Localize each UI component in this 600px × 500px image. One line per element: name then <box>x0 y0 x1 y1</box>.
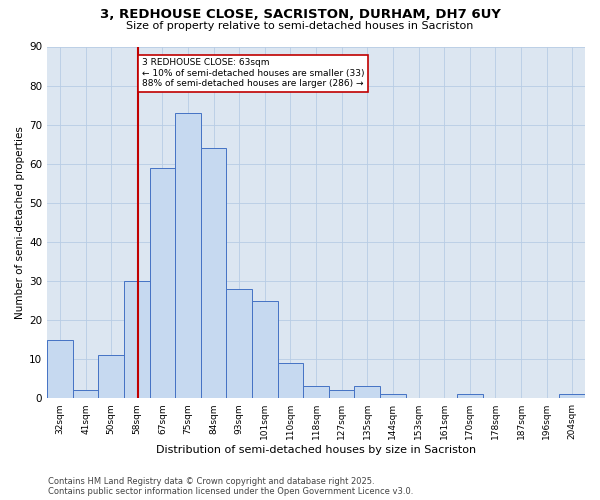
X-axis label: Distribution of semi-detached houses by size in Sacriston: Distribution of semi-detached houses by … <box>156 445 476 455</box>
Bar <box>226 289 252 398</box>
Bar <box>47 340 73 398</box>
Bar <box>355 386 380 398</box>
Bar <box>98 355 124 398</box>
Bar <box>124 281 149 398</box>
Bar <box>175 113 201 398</box>
Text: Size of property relative to semi-detached houses in Sacriston: Size of property relative to semi-detach… <box>127 21 473 31</box>
Text: Contains HM Land Registry data © Crown copyright and database right 2025.
Contai: Contains HM Land Registry data © Crown c… <box>48 476 413 496</box>
Y-axis label: Number of semi-detached properties: Number of semi-detached properties <box>15 126 25 319</box>
Bar <box>201 148 226 398</box>
Bar <box>329 390 355 398</box>
Bar <box>559 394 585 398</box>
Bar <box>252 300 278 398</box>
Bar <box>303 386 329 398</box>
Bar <box>380 394 406 398</box>
Bar <box>73 390 98 398</box>
Text: 3, REDHOUSE CLOSE, SACRISTON, DURHAM, DH7 6UY: 3, REDHOUSE CLOSE, SACRISTON, DURHAM, DH… <box>100 8 500 20</box>
Text: 3 REDHOUSE CLOSE: 63sqm
← 10% of semi-detached houses are smaller (33)
88% of se: 3 REDHOUSE CLOSE: 63sqm ← 10% of semi-de… <box>142 58 365 88</box>
Bar <box>149 168 175 398</box>
Bar <box>278 363 303 398</box>
Bar <box>457 394 482 398</box>
